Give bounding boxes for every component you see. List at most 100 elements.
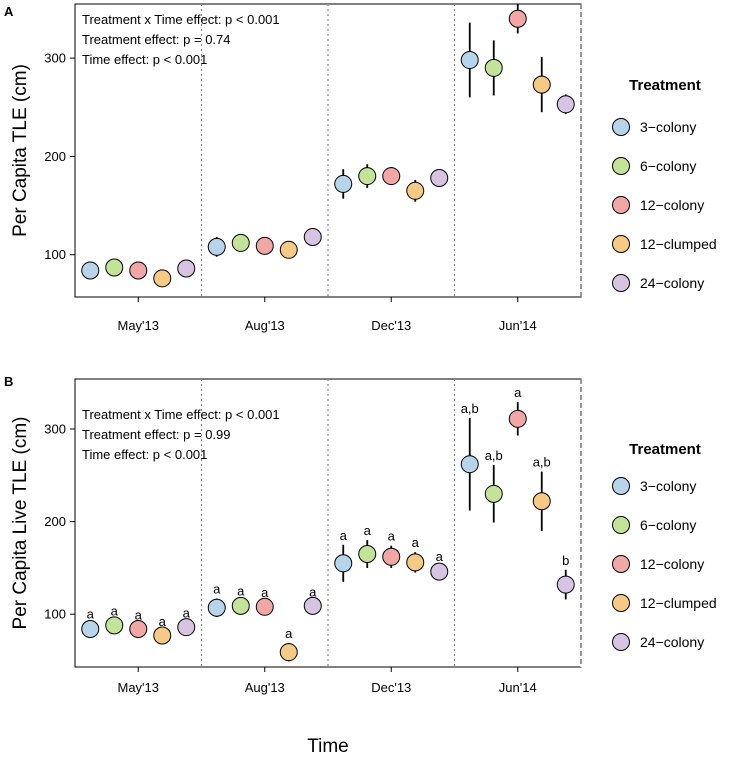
data-point	[105, 616, 124, 635]
significance-label: a,b	[533, 455, 551, 470]
legend-title: Treatment	[629, 77, 701, 94]
data-point	[177, 618, 196, 637]
data-point	[460, 455, 479, 474]
significance-label: a	[213, 581, 221, 596]
significance-label: a	[436, 549, 444, 564]
significance-label: a	[388, 529, 396, 544]
legend-swatch	[612, 118, 630, 136]
x-tick-label: Dec'13	[371, 318, 411, 333]
data-point	[406, 553, 425, 572]
legend-swatch	[612, 477, 630, 495]
y-axis-label: Per Capita TLE (cm)	[10, 64, 31, 237]
data-point	[177, 259, 196, 278]
data-point	[303, 596, 322, 615]
data-point	[406, 181, 425, 200]
data-point	[129, 620, 148, 639]
data-point	[382, 167, 401, 186]
legend-swatch	[612, 594, 630, 612]
legend-swatch	[612, 235, 630, 253]
x-tick-label: May'13	[117, 318, 159, 333]
significance-label: a	[412, 535, 420, 550]
data-point	[334, 174, 353, 193]
significance-label: a	[159, 614, 167, 629]
data-point	[231, 596, 250, 615]
legend-swatch	[612, 516, 630, 534]
y-tick-label: 200	[44, 514, 66, 529]
stats-annotation: Treatment effect: p = 0.99	[82, 427, 231, 442]
data-point	[231, 233, 250, 252]
y-tick-label: 300	[44, 51, 66, 66]
data-point	[532, 75, 551, 94]
stats-annotation: Treatment x Time effect: p < 0.001	[82, 12, 280, 27]
panel-B: B 100 200 300 May'13 Aug'13 Dec'13 Jun'14 Per Ca…	[4, 374, 717, 757]
data-point	[105, 258, 124, 277]
data-point	[279, 240, 298, 259]
legend-label: 24−colony	[640, 634, 704, 650]
x-tick-label: May'13	[117, 680, 159, 695]
data-point	[430, 169, 449, 188]
legend: Treatment 3−colony 6−colony 12−colony 12−clu…	[612, 77, 717, 292]
x-tick-label: Dec'13	[371, 680, 411, 695]
legend-label: 12−clumped	[640, 595, 717, 611]
significance-label: a	[261, 585, 269, 600]
data-point	[334, 554, 353, 573]
significance-label: a	[285, 626, 293, 641]
data-point	[207, 598, 226, 617]
data-point	[153, 269, 172, 288]
data-point	[207, 237, 226, 256]
significance-label: a	[87, 606, 95, 621]
data-point	[430, 562, 449, 581]
y-tick-label: 100	[44, 247, 66, 262]
data-point	[255, 236, 274, 255]
panel-label: B	[4, 374, 13, 389]
data-point	[532, 492, 551, 511]
x-tick-label: Aug'13	[245, 318, 285, 333]
significance-label: a	[183, 606, 191, 621]
legend-label: 12−colony	[640, 197, 704, 213]
significance-label: b	[562, 553, 569, 568]
legend-label: 24−colony	[640, 275, 704, 291]
data-point	[81, 620, 100, 639]
data-point	[484, 484, 503, 503]
legend-label: 6−colony	[640, 517, 696, 533]
data-point	[508, 409, 527, 428]
data-point	[382, 547, 401, 566]
panel-A: A 100 200 300 May'13 Aug'13 Dec'13 Jun'14 Per Ca…	[4, 3, 717, 333]
legend-label: 3−colony	[640, 119, 696, 135]
significance-label: a,b	[461, 401, 479, 416]
plot-frame	[74, 378, 582, 668]
data-point	[153, 626, 172, 645]
stats-annotation: Treatment effect: p = 0.74	[82, 32, 231, 47]
legend-label: 12−clumped	[640, 236, 717, 252]
legend-swatch	[612, 274, 630, 292]
legend-label: 6−colony	[640, 158, 696, 174]
significance-label: a	[135, 607, 143, 622]
significance-label: a	[340, 528, 348, 543]
data-point	[508, 9, 527, 28]
legend-label: 12−colony	[640, 556, 704, 572]
data-point	[556, 95, 575, 114]
legend-swatch	[612, 555, 630, 573]
data-point	[484, 58, 503, 77]
x-tick-label: Jun'14	[499, 318, 537, 333]
legend-title: Treatment	[629, 441, 701, 458]
data-point	[358, 545, 377, 564]
legend-label: 3−colony	[640, 478, 696, 494]
data-point	[129, 261, 148, 280]
data-point	[279, 643, 298, 662]
data-point	[81, 261, 100, 280]
panel-label: A	[4, 4, 14, 19]
legend-swatch	[612, 196, 630, 214]
x-tick-label: Aug'13	[245, 680, 285, 695]
y-tick-label: 300	[44, 422, 66, 437]
significance-label: a	[309, 584, 317, 599]
y-tick-label: 200	[44, 149, 66, 164]
data-point	[556, 575, 575, 594]
legend-swatch	[612, 157, 630, 175]
stats-annotation: Time effect: p < 0.001	[82, 52, 207, 67]
y-tick-label: 100	[44, 607, 66, 622]
significance-label: a	[514, 385, 522, 400]
x-tick-label: Jun'14	[499, 680, 537, 695]
